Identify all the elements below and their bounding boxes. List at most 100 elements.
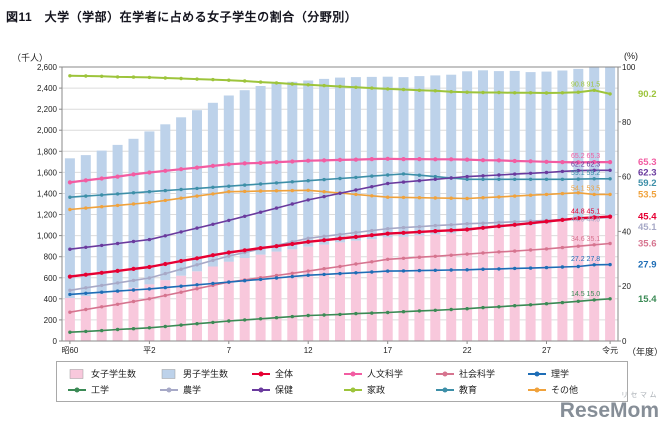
end-labels: 90.2 65.362.359.253.5 45.445.1 35.6 27.9 15.4 [638,89,657,305]
marker-kogaku [84,329,88,334]
marker-hoken [274,206,279,210]
right-axis-tick: 60 [622,173,631,182]
marker-sonota [401,195,406,200]
bar-male [207,102,218,267]
marker-sonota [195,194,199,198]
marker-kasei [576,90,580,94]
marker-jinbun [337,157,343,162]
marker-sonota [68,207,72,212]
marker-sonota [513,194,517,198]
marker-rigaku [147,287,152,291]
bar-male [398,77,409,237]
marker-kogaku [449,307,453,312]
marker-kogaku [544,302,549,306]
marker-shakai [481,251,485,255]
marker-zentai [131,266,136,271]
marker-rigaku [195,283,199,287]
marker-rigaku [131,288,136,292]
marker-kasei [68,74,72,78]
bar-female [287,249,298,341]
bar-male [64,158,75,298]
legend-item-sonota: その他 [527,383,617,396]
marker-zentai [576,216,581,221]
x-axis-tick: 22 [463,346,472,355]
marker-sonota [179,196,183,200]
marker-zentai [353,234,358,239]
marker-kogaku [338,312,342,317]
resemom-logo: リセマム ReseMom [560,392,659,421]
marker-rigaku [370,270,374,274]
line-kyoiku [68,172,612,199]
marker-shakai [163,293,167,298]
marker-jinbun [274,160,279,165]
marker-kyoiku [370,174,374,178]
marker-sonota [227,190,231,194]
marker-zentai [67,274,72,279]
marker-kasei [179,76,183,81]
marker-rigaku [544,265,549,270]
right-axis-tick: 20 [622,282,631,291]
marker-kasei [243,79,247,83]
marker-kogaku [131,327,136,331]
legend-item-male: 男子学生数 [159,367,249,380]
marker-kyoiku [179,187,183,192]
marker-kyoiku [274,181,279,185]
marker-kyoiku [528,177,533,181]
marker-sonota [481,196,485,200]
marker-kasei [115,75,120,79]
marker-kogaku [497,305,501,309]
bar-female [398,236,409,341]
left-axis-tick: 2,600 [37,63,58,72]
marker-sonota [592,192,596,197]
marker-kyoiku [290,180,294,184]
marker-kyoiku [84,194,88,198]
bar-female [239,258,250,341]
bar-female [335,242,345,341]
plot-border [61,66,619,342]
marker-kyoiku [147,190,152,194]
marker-shakai [465,252,469,256]
marker-kyoiku [258,182,263,186]
marker-rigaku [84,291,88,295]
marker-shakai [84,307,88,312]
bar-male [192,110,202,272]
marker-shakai [576,244,580,248]
marker-sonota [322,190,326,194]
series-end-value: 35.6 [638,239,657,250]
series-recent-values: 44.5 44.8 [571,216,600,223]
marker-shakai [386,257,390,261]
marker-rigaku [290,274,294,279]
marker-jinbun [306,158,311,163]
line-jinbun [67,156,613,185]
marker-shakai [274,273,279,278]
marker-kyoiku [401,172,406,176]
marker-kyoiku [465,177,469,181]
marker-hoken [115,241,120,246]
marker-shakai [592,243,596,247]
bar-male [271,82,282,252]
marker-jinbun [449,157,454,162]
marker-zentai [560,217,565,222]
marker-zentai [99,270,104,275]
series-end-value: 45.1 [638,222,657,233]
marker-kyoiku [608,177,612,181]
marker-hoken [544,170,549,175]
x-axis-tick: 7 [227,346,232,355]
marker-zentai [83,272,88,277]
marker-kyoiku [227,184,231,188]
marker-rigaku [481,267,485,271]
marker-kogaku [322,313,326,317]
marker-zentai [512,222,517,227]
marker-kasei [195,77,199,81]
marker-rigaku [386,269,390,273]
marker-jinbun [147,170,152,175]
legend-item-zentai: 全体 [251,367,341,380]
bar-male [557,70,568,222]
marker-sonota [544,192,549,197]
legend-line-marker [528,371,546,376]
marker-kyoiku [115,192,120,196]
bar-male [541,71,552,224]
left-axis-tick: 200 [44,316,58,325]
marker-sonota [274,189,279,193]
marker-hoken [465,174,469,179]
